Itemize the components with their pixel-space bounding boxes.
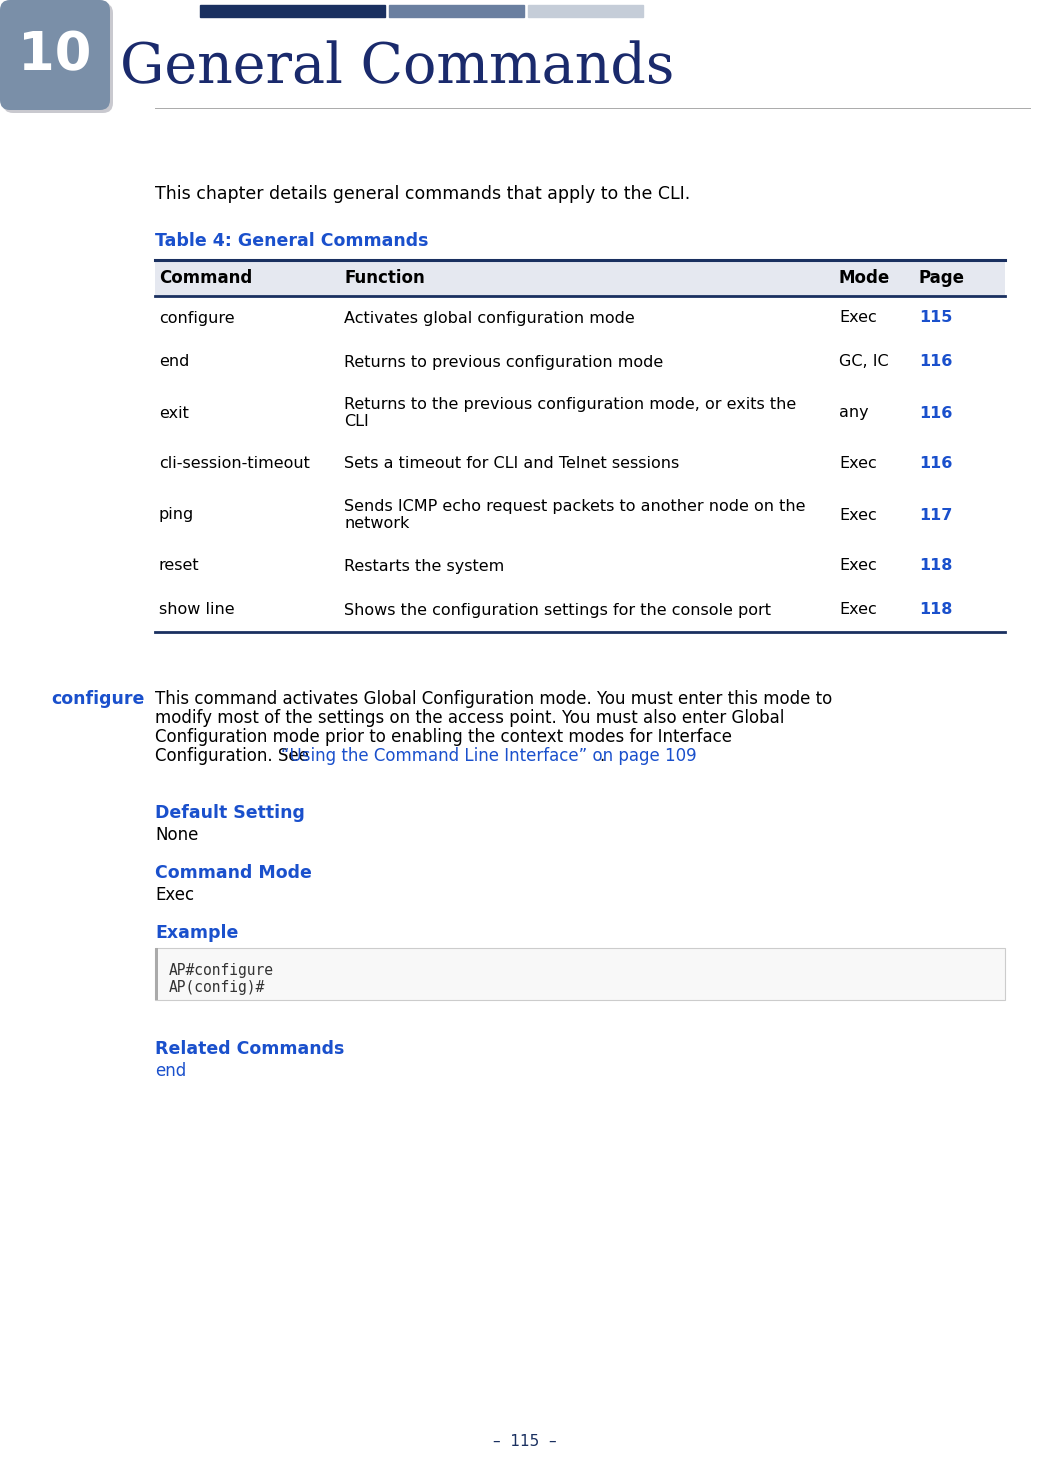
Text: Returns to previous configuration mode: Returns to previous configuration mode [344,355,663,369]
Text: AP#configure: AP#configure [169,964,274,978]
Text: General Commands: General Commands [120,41,675,95]
Text: modify most of the settings on the access point. You must also enter Global: modify most of the settings on the acces… [154,710,784,727]
Text: Command Mode: Command Mode [154,864,312,882]
Bar [200,4,385,18]
Text: reset: reset [159,559,200,574]
Text: AP(config)#: AP(config)# [169,980,265,996]
Text: Restarts the system: Restarts the system [344,559,504,574]
Text: 10: 10 [18,29,91,80]
FancyBboxPatch shape [0,0,110,110]
Text: end: end [154,1061,186,1080]
Text: Command: Command [159,269,252,288]
Text: end: end [159,355,189,369]
Text: Exec: Exec [839,603,877,618]
Text: Configuration. See: Configuration. See [154,748,314,765]
Text: exit: exit [159,406,189,420]
Text: Related Commands: Related Commands [154,1040,345,1058]
Text: Page: Page [919,269,965,288]
Text: Default Setting: Default Setting [154,804,305,822]
Text: .: . [599,748,604,765]
Text: any: any [839,406,868,420]
Text: Exec: Exec [839,559,877,574]
Text: 116: 116 [919,355,952,369]
Text: Returns to the previous configuration mode, or exits the: Returns to the previous configuration mo… [344,397,797,413]
Text: Mode: Mode [839,269,890,288]
Text: Exec: Exec [839,508,877,523]
Text: Shows the configuration settings for the console port: Shows the configuration settings for the… [344,603,771,618]
Text: 116: 116 [919,406,952,420]
Text: Function: Function [344,269,425,288]
Text: Table 4: General Commands: Table 4: General Commands [154,232,429,250]
Text: network: network [344,517,410,531]
Text: Example: Example [154,924,239,942]
Text: –  115  –: – 115 – [493,1435,557,1450]
Text: 116: 116 [919,457,952,472]
Text: CLI: CLI [344,415,369,429]
Text: cli-session-timeout: cli-session-timeout [159,457,310,472]
FancyBboxPatch shape [3,3,114,112]
Text: ping: ping [159,508,194,523]
Text: None: None [154,826,199,844]
Bar [154,948,1005,1000]
Text: “Using the Command Line Interface” on page 109: “Using the Command Line Interface” on pa… [281,748,697,765]
Text: 115: 115 [919,311,952,326]
Text: GC, IC: GC, IC [839,355,889,369]
Text: Configuration mode prior to enabling the context modes for Interface: Configuration mode prior to enabling the… [154,729,731,746]
Bar [154,260,1005,296]
Text: show line: show line [159,603,234,618]
Bar [528,4,643,18]
Text: Activates global configuration mode: Activates global configuration mode [344,311,635,326]
Text: This chapter details general commands that apply to the CLI.: This chapter details general commands th… [154,185,691,203]
Text: Sets a timeout for CLI and Telnet sessions: Sets a timeout for CLI and Telnet sessio… [344,457,679,472]
Text: Exec: Exec [839,311,877,326]
Text: configure: configure [159,311,234,326]
Bar [154,948,158,1000]
Text: 117: 117 [919,508,952,523]
Text: Exec: Exec [839,457,877,472]
Text: Sends ICMP echo request packets to another node on the: Sends ICMP echo request packets to anoth… [344,499,805,514]
Text: This command activates Global Configuration mode. You must enter this mode to: This command activates Global Configurat… [154,691,832,708]
Text: configure: configure [51,691,145,708]
Text: 118: 118 [919,603,952,618]
Text: Exec: Exec [154,886,194,904]
Bar [389,4,524,18]
Text: 118: 118 [919,559,952,574]
